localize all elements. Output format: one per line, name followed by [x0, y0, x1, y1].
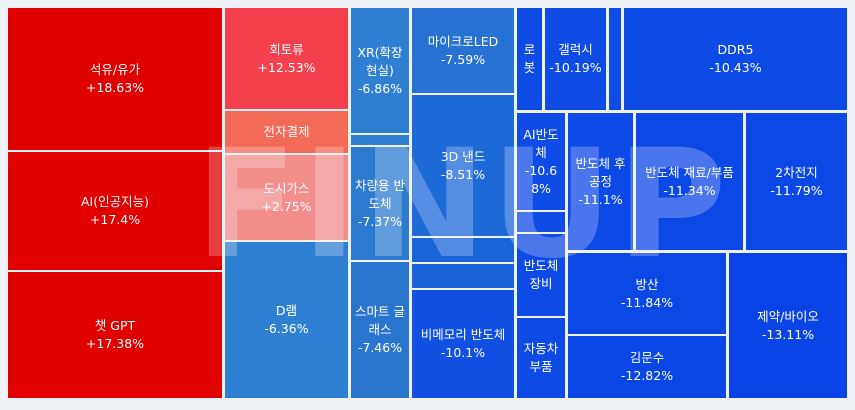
tile: 김문수 -12.82%: [568, 336, 726, 398]
tile: 전자결제: [225, 111, 348, 153]
tile: 마이크로LED -7.59%: [412, 8, 514, 93]
tile: 반도체 장비: [517, 234, 565, 316]
tile: 스마트 글래스 -7.46%: [351, 262, 409, 398]
tile: 제약/바이오 -13.11%: [729, 253, 847, 398]
tile-label: 스마트 글래스: [355, 304, 405, 337]
tile: 3D 낸드 -8.51%: [412, 95, 514, 236]
tile-value: -11.79%: [770, 182, 823, 198]
tile-label: 차량용 반도체: [355, 177, 405, 211]
tile-label: 3D 낸드: [440, 148, 486, 164]
tile: 회토류 +12.53%: [225, 8, 348, 109]
tile-label: 자동차 부품: [523, 341, 559, 374]
tile-value: -10.1%: [440, 345, 486, 360]
tile-filler: [517, 212, 565, 232]
tile: 2차전지 -11.79%: [746, 113, 847, 250]
tile-value: -10.19%: [549, 60, 602, 75]
tile-label: 반도체 장비: [523, 258, 559, 291]
tile: AI(인공지능) +17.4%: [8, 152, 222, 270]
tile-value: +12.53%: [257, 59, 316, 75]
tile-label: 방산: [635, 276, 659, 292]
tile-label: 석유/유가: [89, 62, 141, 77]
tile: 방산 -11.84%: [568, 253, 726, 334]
tile-filler: [609, 8, 621, 110]
tile-label: 제약/바이오: [757, 308, 819, 324]
tile-label: 반도체 재료/부품: [645, 164, 734, 180]
tile-value: -6.86%: [357, 80, 403, 96]
tile: 로 봇: [517, 8, 542, 110]
tile-filler: [412, 264, 514, 288]
tile: 반도체 후공정 -11.1%: [568, 113, 633, 250]
tile-label: 김문수: [629, 350, 665, 365]
tile-label: 회토류: [269, 41, 304, 57]
tile-value: +17.38%: [85, 336, 145, 351]
tile-value: +2.75%: [261, 198, 312, 214]
tile: 자동차 부품: [517, 318, 565, 398]
tile-value: -8.51%: [440, 166, 486, 182]
tile-value: -11.84%: [620, 294, 674, 310]
tile-filler: [351, 135, 409, 145]
tile-value: -7.37%: [357, 213, 403, 229]
tile-label: DDR5: [717, 42, 754, 57]
tile-label: 비메모리 반도체: [420, 327, 506, 342]
tile-value: -11.34%: [663, 182, 716, 198]
tile-label: 2차전지: [775, 164, 818, 180]
tile-label: D램: [275, 303, 298, 318]
tile-value: -10.68%: [524, 162, 558, 196]
tile-value: -7.46%: [357, 340, 403, 355]
tile-label: 챗 GPT: [94, 318, 136, 333]
tile: 챗 GPT +17.38%: [8, 272, 222, 398]
tile-label: 전자결제: [263, 124, 310, 139]
tile: AI반도체 -10.68%: [517, 113, 565, 210]
tile-value: -10.43%: [709, 60, 762, 75]
tile-filler: [412, 238, 514, 262]
tile-value: +18.63%: [85, 80, 145, 95]
tile-value: -11.1%: [578, 191, 623, 207]
tile-label: AI반도체: [523, 126, 559, 160]
tile-label: 마이크로LED: [427, 33, 499, 49]
tile-value: -12.82%: [620, 368, 674, 383]
tile-label: 도시가스: [263, 180, 310, 196]
tile-label: 갤럭시: [558, 42, 593, 57]
tile-value: -6.36%: [264, 321, 309, 336]
tile-label: XR(확장 현실): [357, 44, 403, 78]
tile-value: +17.4%: [89, 212, 141, 227]
tile: D램 -6.36%: [225, 242, 348, 398]
tile-label: 로 봇: [523, 42, 536, 75]
tile-value: -13.11%: [761, 326, 815, 342]
tile-label: AI(인공지능): [81, 194, 149, 209]
tile: 석유/유가 +18.63%: [8, 8, 222, 150]
tile: 차량용 반도체 -7.37%: [351, 147, 409, 260]
tile: 갤럭시 -10.19%: [545, 8, 606, 110]
tile-label: 반도체 후공정: [575, 155, 626, 189]
tile: DDR5 -10.43%: [624, 8, 847, 110]
tile: 도시가스 +2.75%: [225, 155, 348, 240]
tile-value: -7.59%: [440, 51, 486, 67]
tile: XR(확장 현실) -6.86%: [351, 8, 409, 133]
tile: 반도체 재료/부품 -11.34%: [636, 113, 743, 250]
tile: 비메모리 반도체 -10.1%: [412, 290, 514, 398]
